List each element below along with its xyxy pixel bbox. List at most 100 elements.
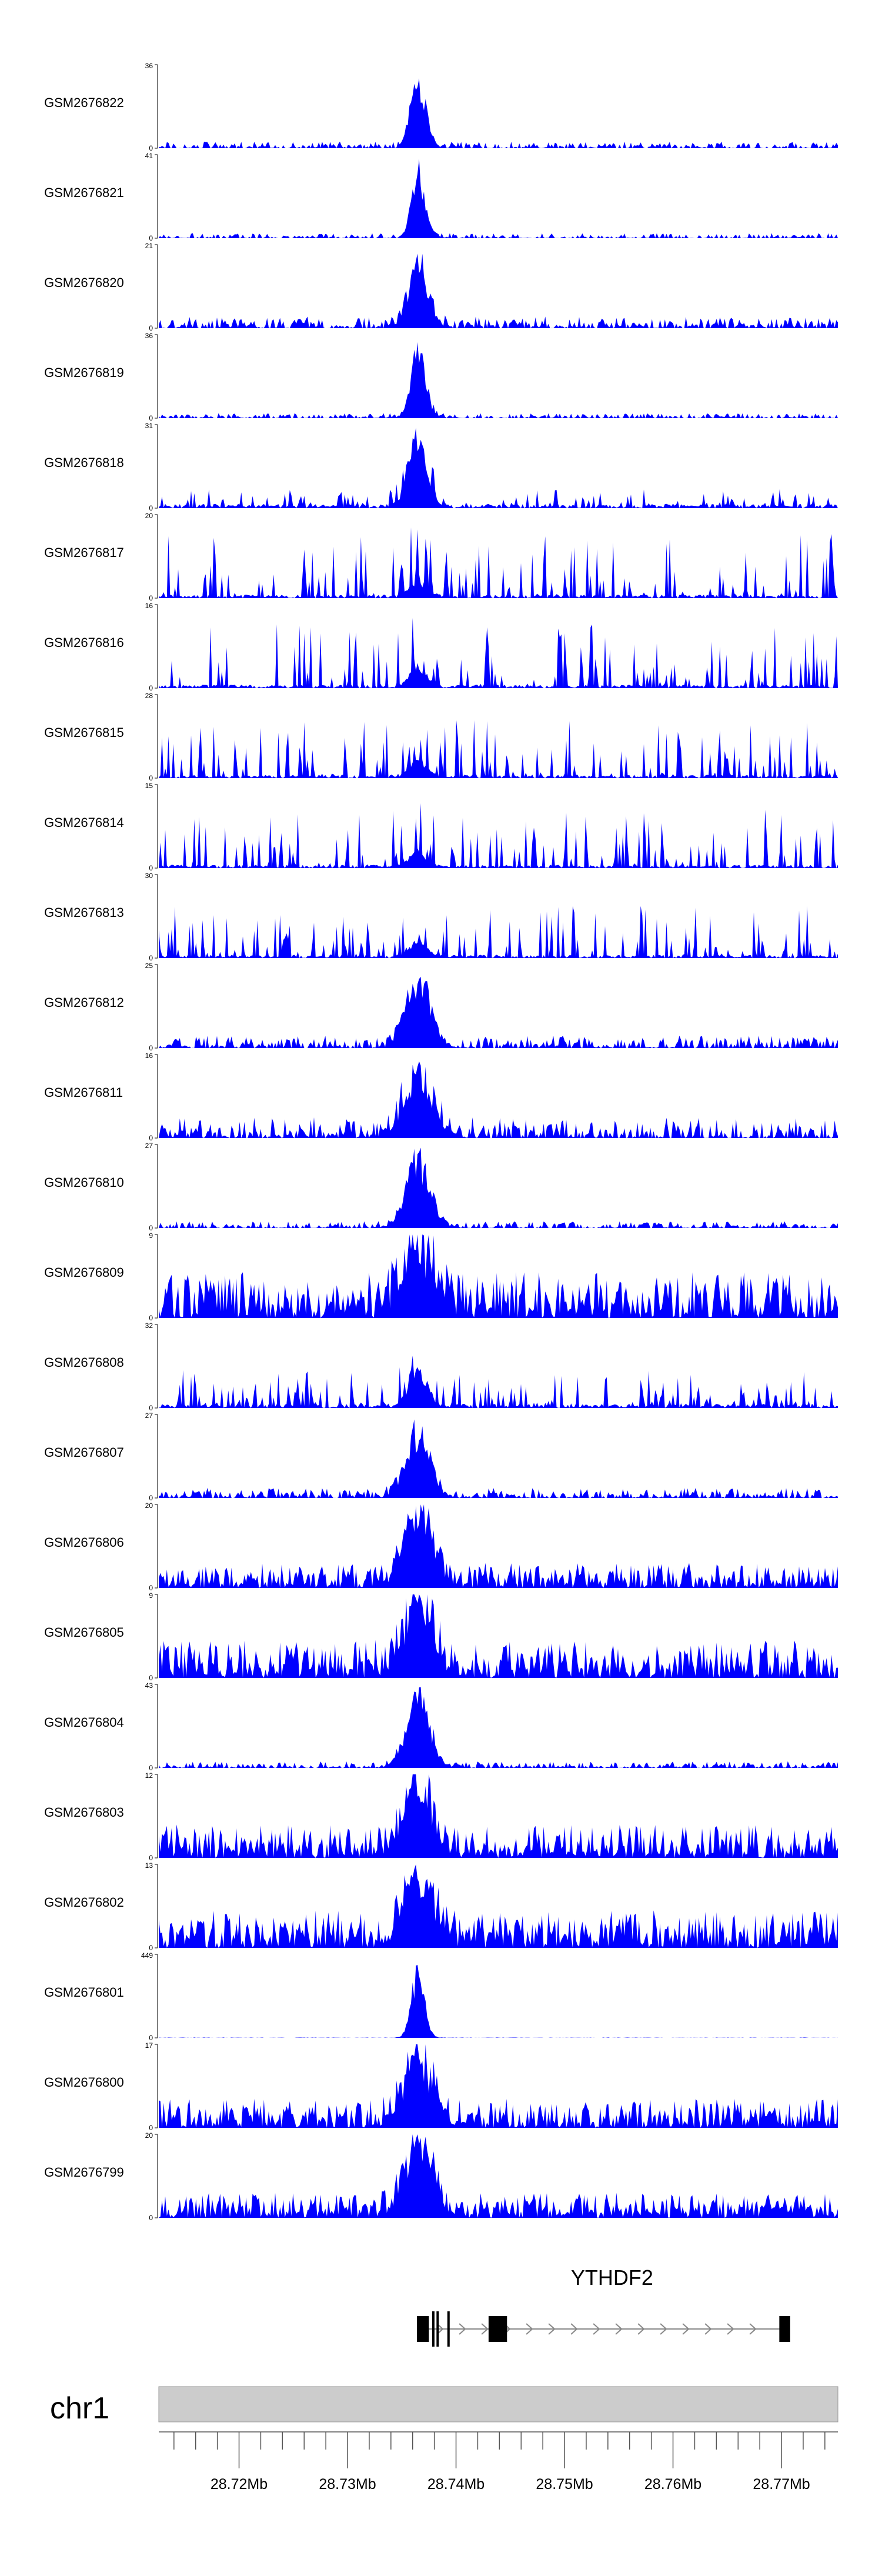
track-GSM2676803: GSM2676803 12 0	[44, 1771, 838, 1862]
track-label: GSM2676801	[44, 1985, 124, 2000]
coverage-area	[159, 2134, 838, 2218]
track-GSM2676822: GSM2676822 36 0	[44, 62, 838, 152]
strand-arrow	[637, 2323, 645, 2335]
track-GSM2676811: GSM2676811 16 0	[44, 1052, 838, 1142]
strand-arrow	[459, 2323, 466, 2335]
track-GSM2676804: GSM2676804 43 0	[44, 1681, 838, 1772]
y-axis-max-label: 30	[145, 872, 153, 880]
coverage-area	[159, 527, 838, 598]
coverage-area	[159, 78, 838, 148]
gene-exons	[417, 2311, 790, 2347]
genome-axis: chr1 28.72Mb 28.73Mb 28.74Mb 28.75Mb 28.76Mb…	[50, 2386, 838, 2492]
track-GSM2676814: GSM2676814 15 0	[44, 782, 838, 872]
track-GSM2676819: GSM2676819 36 0	[44, 332, 838, 422]
track-label: GSM2676822	[44, 95, 124, 110]
track-label: GSM2676812	[44, 995, 124, 1010]
axis-tick-label: 28.74Mb	[427, 2476, 485, 2492]
strand-arrow	[749, 2323, 757, 2335]
axis-tick-label: 28.75Mb	[536, 2476, 593, 2492]
y-axis-min-label: 0	[149, 594, 153, 602]
strand-arrow	[526, 2323, 533, 2335]
track-label: GSM2676816	[44, 635, 124, 650]
coverage-area	[159, 253, 838, 328]
y-axis-min-label: 0	[149, 1134, 153, 1142]
coverage-area	[159, 2044, 838, 2128]
track-label: GSM2676814	[44, 815, 124, 830]
track-GSM2676808: GSM2676808 32 0	[44, 1322, 838, 1412]
track-GSM2676817: GSM2676817 20 0	[44, 512, 838, 602]
y-axis-min-label: 0	[149, 1314, 153, 1322]
track-label: GSM2676809	[44, 1265, 124, 1280]
track-label: GSM2676803	[44, 1805, 124, 1820]
coverage-area	[159, 1864, 838, 1948]
track-GSM2676801: GSM2676801 449 0	[44, 1951, 838, 2042]
y-axis-min-label: 0	[149, 1764, 153, 1772]
track-label: GSM2676805	[44, 1625, 124, 1640]
y-axis-max-label: 27	[145, 1142, 153, 1150]
track-GSM2676821: GSM2676821 41 0	[44, 152, 838, 242]
axis-tick-label: 28.76Mb	[644, 2476, 701, 2492]
track-GSM2676805: GSM2676805 9 0	[44, 1591, 838, 1682]
y-axis-max-label: 43	[145, 1681, 153, 1690]
strand-arrow	[727, 2323, 734, 2335]
track-label: GSM2676800	[44, 2075, 124, 2090]
track-label: GSM2676820	[44, 275, 124, 290]
track-GSM2676818: GSM2676818 31 0	[44, 422, 838, 512]
track-GSM2676800: GSM2676800 17 0	[44, 2041, 838, 2132]
track-label: GSM2676815	[44, 725, 124, 740]
y-axis-min-label: 0	[149, 2214, 153, 2222]
y-axis-max-label: 9	[149, 1232, 153, 1240]
y-axis-max-label: 41	[145, 152, 153, 160]
coverage-area	[159, 1234, 838, 1318]
y-axis-max-label: 9	[149, 1591, 153, 1600]
exon-box	[779, 2316, 790, 2342]
y-axis-max-label: 20	[145, 2131, 153, 2140]
y-axis-min-label: 0	[149, 1584, 153, 1592]
exon-box	[436, 2311, 439, 2347]
y-axis-max-label: 36	[145, 332, 153, 340]
tracks-layer: GSM2676822360GSM2676821410GSM2676820210G…	[44, 62, 838, 2222]
y-axis-max-label: 20	[145, 512, 153, 520]
coverage-area	[159, 720, 838, 778]
strand-arrow	[548, 2323, 556, 2335]
track-GSM2676816: GSM2676816 16 0	[44, 602, 838, 692]
track-GSM2676807: GSM2676807 27 0	[44, 1412, 838, 1502]
track-GSM2676812: GSM2676812 25 0	[44, 962, 838, 1052]
y-axis-max-label: 13	[145, 1861, 153, 1870]
y-axis-max-label: 32	[145, 1322, 153, 1330]
coverage-area	[159, 1356, 838, 1408]
chromosome-label: chr1	[50, 2391, 109, 2425]
y-axis-min-label: 0	[149, 1224, 153, 1232]
axis-tick-label: 28.72Mb	[211, 2476, 268, 2492]
y-axis-min-label: 0	[149, 1494, 153, 1502]
track-label: GSM2676813	[44, 905, 124, 920]
track-GSM2676810: GSM2676810 27 0	[44, 1142, 838, 1232]
strand-arrow	[660, 2323, 667, 2335]
y-axis-max-label: 12	[145, 1771, 153, 1780]
coverage-area	[159, 1419, 838, 1498]
strand-arrow	[570, 2323, 578, 2335]
coverage-area	[159, 1504, 838, 1588]
y-axis-min-label: 0	[149, 234, 153, 242]
y-axis-min-label: 0	[149, 1404, 153, 1412]
y-axis-min-label: 0	[149, 1944, 153, 1952]
track-label: GSM2676811	[44, 1085, 123, 1100]
axis-ticks: 28.72Mb 28.73Mb 28.74Mb 28.75Mb 28.76Mb 28.77…	[159, 2431, 838, 2492]
gene-annotation: YTHDF2	[417, 2265, 790, 2347]
track-label: GSM2676804	[44, 1715, 124, 1730]
track-GSM2676809: GSM2676809 9 0	[44, 1232, 838, 1322]
track-GSM2676815: GSM2676815 28 0	[44, 692, 838, 782]
strand-arrow	[481, 2323, 489, 2335]
track-GSM2676806: GSM2676806 20 0	[44, 1501, 838, 1592]
axis-tick-label: 28.77Mb	[753, 2476, 810, 2492]
coverage-area	[159, 1964, 838, 2038]
strand-arrow	[436, 2323, 444, 2335]
y-axis-max-label: 25	[145, 962, 153, 970]
coverage-area	[159, 618, 838, 688]
y-axis-min-label: 0	[149, 684, 153, 692]
coverage-area	[159, 1594, 838, 1678]
strand-arrow	[704, 2323, 712, 2335]
coverage-area	[159, 976, 838, 1048]
track-GSM2676799: GSM2676799 20 0	[44, 2131, 838, 2222]
y-axis-max-label: 20	[145, 1501, 153, 1510]
